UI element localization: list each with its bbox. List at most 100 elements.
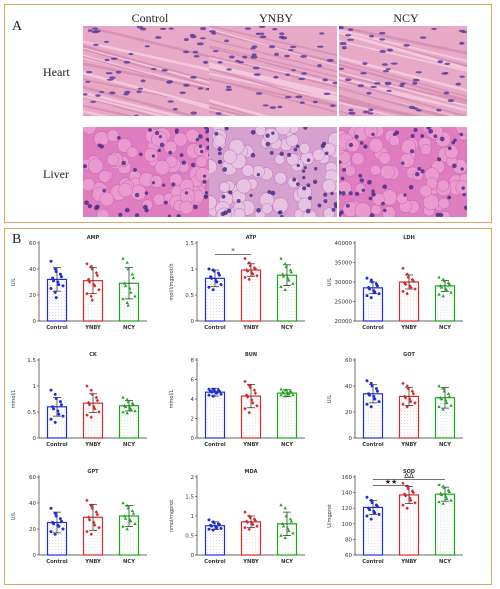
bar-texture-dot [243,533,244,535]
data-point [126,506,130,510]
bar-texture-dot [404,405,405,406]
bar-texture-dot [285,425,286,427]
bar-texture-dot [365,552,366,553]
bar-texture-dot [61,540,62,541]
bar-texture-dot [401,305,402,307]
bar-texture-dot [207,543,208,545]
bar-texture-dot [452,424,453,426]
bar-texture-dot [404,548,405,550]
bar-texture-dot [216,305,217,306]
bar-texture-dot [91,286,92,288]
bar-texture-dot [55,303,56,304]
bar-texture-dot [452,412,453,414]
bar-texture-dot [446,424,447,426]
bar-texture-dot [285,307,286,309]
bar-texture-dot [440,300,441,302]
data-point [56,280,60,284]
bar-texture-dot [440,415,441,417]
bar-texture-dot [443,424,444,426]
bar-texture-dot [213,424,214,426]
bar-texture-dot [288,404,289,406]
data-point [54,270,58,274]
bar-texture-dot [365,317,366,319]
bar-texture-dot [291,434,292,436]
bar-texture-dot [413,429,414,430]
bar-texture-dot [210,421,211,423]
category-label: NCY [123,559,135,565]
bar-texture-dot [88,543,89,545]
bar-texture-dot [213,406,214,408]
bar-texture-dot [279,292,280,294]
data-point [93,407,97,411]
bar-texture-dot [374,534,375,535]
data-point [439,493,444,497]
bar-texture-dot [294,289,295,291]
bar-texture-dot [97,435,98,437]
data-point [442,486,446,490]
bar-texture-dot [94,432,95,434]
bar-texture-dot [282,553,283,555]
bar-texture-dot [368,411,369,413]
bar-texture-dot [121,530,122,532]
bar-texture-dot [88,283,89,285]
bar-texture-dot [85,316,86,318]
bar-texture-dot [88,435,89,437]
bar-texture-dot [243,434,244,436]
bar-texture-dot [213,403,214,405]
bar-texture-dot [404,524,405,526]
bar-texture-dot [377,299,378,301]
bar-texture-dot [413,435,414,436]
bar-texture-dot [279,304,280,306]
bar-texture-dot [52,424,53,426]
bar-texture-dot [279,431,280,433]
bar-texture-dot [121,306,122,308]
bar-texture-dot [440,406,441,408]
bar-texture-dot [288,526,289,528]
bar-texture-dot [368,296,369,298]
bar-texture-dot [127,426,128,428]
bar-texture-dot [97,405,98,407]
bar-texture-dot [255,287,256,289]
data-point [57,524,61,528]
bar-texture-dot [210,305,211,306]
bar-texture-dot [207,317,208,318]
bar-texture-dot [449,523,450,525]
bar-texture-dot [288,428,289,430]
bar-texture-dot [371,426,372,428]
bar-texture-dot [58,427,59,429]
bar-texture-dot [282,529,283,531]
bar-texture-dot [377,531,378,532]
bar-texture-dot [371,396,372,398]
bar-texture-dot [124,423,125,425]
bar-texture-dot [380,522,381,523]
bar-texture-dot [255,539,256,541]
bar-texture-dot [440,538,441,540]
bar-texture-dot [279,532,280,534]
bar-texture-dot [97,432,98,434]
bar-texture-dot [64,424,65,426]
bar-texture-dot [210,293,211,294]
bar-texture-dot [258,284,259,286]
bar-texture-dot [252,530,253,532]
bar-texture-dot [222,415,223,417]
bar-texture-dot [365,411,366,413]
bar-texture-dot [94,310,95,312]
bar-texture-dot [416,305,417,307]
data-point [53,511,57,515]
bar-texture-dot [58,300,59,301]
bar-texture-dot [380,426,381,428]
bar-texture-dot [449,517,450,519]
data-point [442,389,446,393]
bar-texture-dot [136,303,137,305]
bar-texture-dot [243,299,244,301]
data-point [61,414,65,418]
data-point [212,269,216,273]
bar-texture-dot [258,302,259,304]
bar-texture-dot [88,304,89,306]
bar-texture-dot [377,420,378,422]
bar-texture-dot [401,402,402,403]
bar-texture-dot [133,288,134,290]
bar-texture-dot [127,533,128,535]
bar-texture-dot [216,311,217,312]
bar-texture-dot [88,420,89,422]
